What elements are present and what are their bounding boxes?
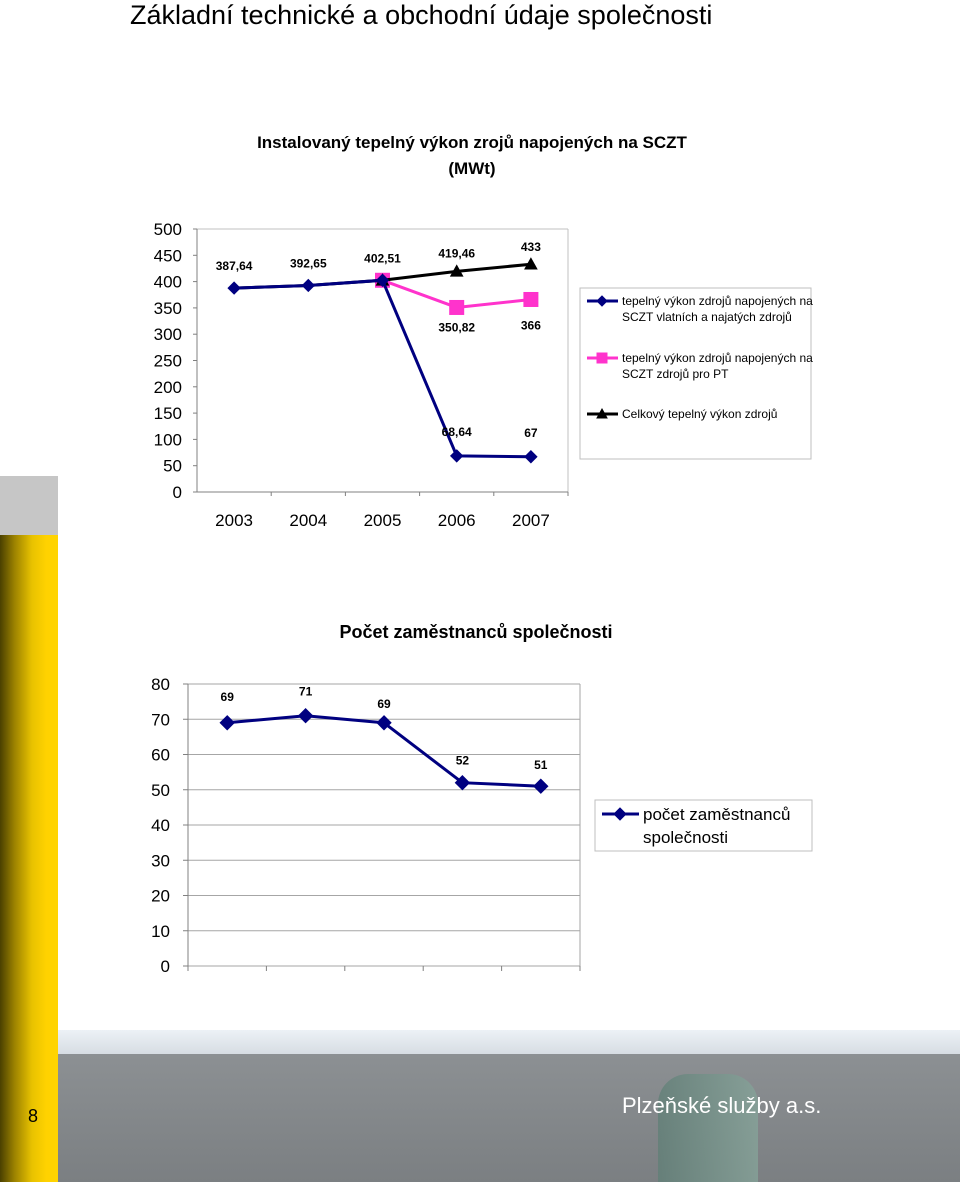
chart1-series-0-marker — [301, 278, 316, 293]
side-gold-bar — [0, 535, 58, 1182]
chart1-data-label: 67 — [524, 426, 538, 440]
chart1-series-line-0 — [234, 278, 531, 459]
chart1-data-label: 392,65 — [290, 256, 327, 270]
chart1-legend-swatch-marker — [596, 407, 608, 419]
chart2-y-tick-label: 20 — [151, 887, 170, 906]
chart1-data-label: 433 — [521, 240, 541, 254]
chart2-y-tick-label: 40 — [151, 816, 170, 835]
chart1-x-tick-label: 2004 — [289, 511, 327, 530]
chart2-y-tick-label: 70 — [151, 710, 170, 729]
chart1-series-1-marker — [523, 291, 539, 307]
chart1-y-tick-label: 100 — [154, 430, 182, 449]
footer-logo-mark — [658, 1074, 758, 1182]
chart1-legend-label-line: SCZT vlatních a najatých zdrojů — [622, 310, 792, 324]
chart1-y-tick-label: 250 — [154, 352, 182, 371]
chart2-series: 69 71 69 52 51 — [219, 685, 549, 794]
chart1-y-tick-label: 400 — [154, 273, 182, 292]
chart1-legend-swatch-marker — [596, 295, 608, 307]
chart2-legend-swatch-marker — [613, 807, 627, 821]
slide-title: Základní technické a obchodní údaje spol… — [130, 0, 713, 30]
chart1-series-0-marker — [375, 273, 390, 287]
chart1-series-2-marker — [524, 257, 538, 270]
chart1-subtitle: (MWt) — [448, 159, 495, 178]
chart1-series-0-marker — [227, 281, 241, 295]
chart2-legend-box — [594, 799, 813, 852]
chart2-legend-label-line: společnosti — [643, 828, 728, 847]
chart1-data-label: 350,82 — [438, 320, 475, 334]
side-grey-block — [0, 476, 58, 535]
chart2-data-label: 69 — [377, 697, 391, 711]
chart2-y-tick-label: 80 — [151, 675, 170, 694]
chart2-y-tick-label: 0 — [161, 957, 170, 976]
chart1-series-0-marker — [524, 450, 538, 464]
chart1-x-tick-label: 2005 — [364, 511, 402, 530]
chart1-legend: tepelný výkon zdrojů napojených na SCZT v… — [579, 287, 813, 460]
chart1-legend-label: Celkový tepelný výkon zdrojů — [622, 407, 777, 421]
page-number: 8 — [28, 1106, 39, 1126]
chart1-y-tick-label: 200 — [154, 378, 182, 397]
chart2-y-tick-label: 10 — [151, 922, 170, 941]
chart2-series-marker — [533, 778, 549, 794]
chart2-data-label: 69 — [221, 690, 235, 704]
chart-employee-count: Počet zaměstnanců společnosti 0 10 20 30 40 5… — [151, 622, 813, 976]
chart2-legend-label-line: počet zaměstnanců — [643, 805, 790, 824]
chart2-title: Počet zaměstnanců společnosti — [339, 622, 612, 642]
chart1-data-label: 68,64 — [442, 425, 472, 439]
chart1-legend-label-line: tepelný výkon zdrojů napojených na — [622, 294, 813, 308]
chart1-data-label: 366 — [521, 318, 541, 332]
chart2-y-tick-label: 50 — [151, 781, 170, 800]
chart2-series-marker — [454, 774, 471, 791]
chart1-legend-label-line: Celkový tepelný výkon zdrojů — [622, 407, 777, 421]
chart1-title: Instalovaný tepelný výkon zrojů napojený… — [257, 133, 687, 152]
chart1-y-tick-label: 0 — [173, 483, 182, 502]
chart2-data-label: 52 — [456, 754, 470, 768]
chart1-y-tick-label: 300 — [154, 325, 182, 344]
chart1-x-tick-label: 2007 — [512, 511, 550, 530]
chart1-y-tick-label: 50 — [163, 457, 182, 476]
chart2-legend: počet zaměstnanců společnosti — [594, 799, 813, 852]
chart1-x-tick-label: 2003 — [215, 511, 253, 530]
chart1-y-tick-label: 150 — [154, 404, 182, 423]
chart2-y-tick-label: 60 — [151, 746, 170, 765]
chart1-legend-box — [579, 287, 812, 460]
chart1-axes: 0 50 100 150 200 250 300 350 400 450 500 2003 2004 20… — [154, 220, 569, 530]
chart2-data-label: 51 — [534, 758, 548, 772]
chart-installed-heat-output: Instalovaný tepelný výkon zrojů napojený… — [154, 133, 813, 530]
chart2-series-marker — [297, 708, 314, 724]
chart1-legend-label: tepelný výkon zdrojů napojených na SCZT v… — [622, 294, 813, 324]
chart2-series-marker — [219, 715, 235, 731]
chart1-legend-label-line: tepelný výkon zdrojů napojených na — [622, 351, 813, 365]
chart2-y-tick-label: 30 — [151, 851, 170, 870]
chart1-x-tick-label: 2006 — [438, 511, 476, 530]
chart1-y-tick-label: 500 — [154, 220, 182, 239]
chart1-data-label: 387,64 — [216, 259, 253, 273]
chart1-y-tick-label: 350 — [154, 299, 182, 318]
chart2-data-label: 71 — [299, 685, 313, 699]
chart2-axes: 0 10 20 30 40 50 60 70 80 — [151, 675, 581, 976]
chart2-series-marker — [376, 715, 392, 731]
chart1-series-2-marker — [449, 264, 464, 277]
chart1-data-label: 419,46 — [438, 246, 475, 260]
footer-band — [58, 1054, 960, 1182]
chart1-legend-label: tepelný výkon zdrojů napojených na SCZT z… — [622, 351, 813, 381]
footer-highlight — [58, 1030, 960, 1054]
chart1-y-tick-label: 450 — [154, 246, 182, 265]
chart1-legend-label-line: SCZT zdrojů pro PT — [622, 367, 729, 381]
chart2-legend-label: počet zaměstnanců společnosti — [643, 805, 790, 847]
chart1-series-1-marker — [449, 299, 465, 315]
chart1-series: 387,64 392,65 402,51 68,64 67 350,82 366 419,46… — [216, 240, 541, 464]
company-name: Plzeňské služby a.s. — [622, 1093, 822, 1118]
chart1-legend-swatch-marker — [596, 352, 608, 364]
chart1-data-label: 402,51 — [364, 251, 401, 265]
chart1-series-0-marker — [449, 449, 464, 463]
